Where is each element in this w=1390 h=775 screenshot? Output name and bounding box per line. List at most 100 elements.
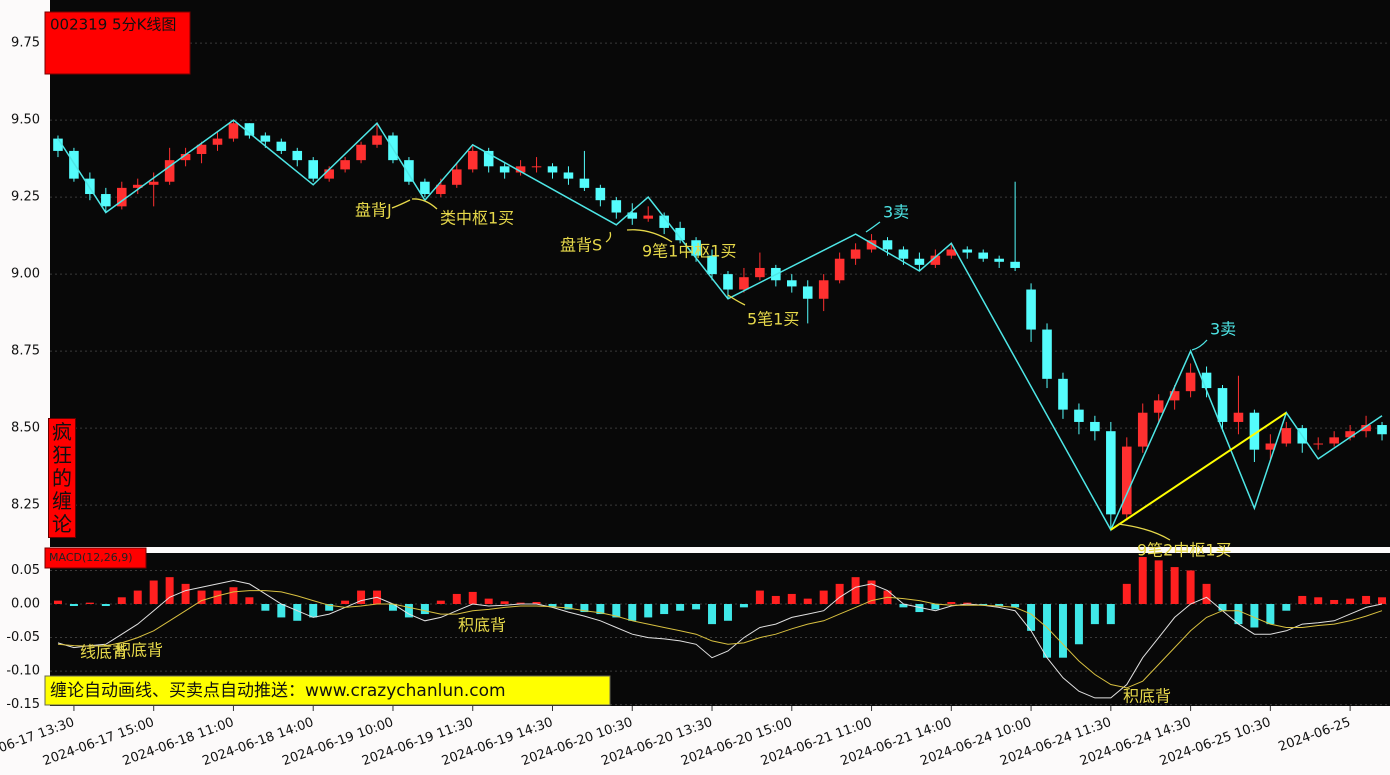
- candle-body: [1329, 437, 1339, 444]
- candle-body: [180, 153, 191, 161]
- candle-body: [196, 144, 207, 154]
- macd-bar: [325, 604, 334, 611]
- macd-bar: [1154, 560, 1163, 604]
- candle-body: [1185, 372, 1196, 392]
- candle-body: [499, 166, 510, 173]
- candle-body: [85, 178, 95, 195]
- candle-body: [659, 215, 669, 228]
- candle-body: [1074, 409, 1084, 422]
- macd-bar: [1170, 567, 1179, 604]
- y-tick-label: 9.25: [11, 190, 40, 205]
- y-tick-label: -0.15: [6, 697, 40, 712]
- macd-bar: [1378, 597, 1387, 604]
- candle-body: [1217, 388, 1228, 422]
- macd-bar: [915, 604, 924, 613]
- macd-bar: [1090, 604, 1099, 625]
- candle-body: [467, 150, 478, 170]
- candle-body: [356, 144, 366, 161]
- candle-body: [882, 240, 893, 250]
- candle-body: [1313, 443, 1323, 445]
- candle-body: [914, 258, 925, 265]
- macd-bar: [436, 600, 445, 604]
- candle-body: [1026, 289, 1036, 330]
- macd-bar: [1234, 604, 1243, 625]
- annotation: 3卖: [883, 203, 909, 222]
- candle-body: [324, 169, 334, 179]
- candle-body: [1377, 425, 1387, 435]
- candle-body: [946, 249, 957, 256]
- macd-bar: [532, 601, 541, 604]
- candle-body: [627, 212, 638, 219]
- annotation: 9笔1中枢1买: [642, 242, 737, 261]
- macd-bar: [723, 604, 732, 621]
- macd-bar: [500, 601, 509, 604]
- macd-bar: [899, 604, 908, 608]
- candle-body: [117, 187, 127, 207]
- candle-body: [787, 280, 797, 287]
- side-title: 疯狂的缠论: [48, 418, 76, 538]
- macd-bar: [388, 604, 397, 611]
- y-tick-label: 0.00: [11, 597, 40, 612]
- candle-body: [834, 258, 845, 281]
- candle-body: [579, 178, 590, 188]
- macd-bar: [516, 602, 525, 604]
- candle-body: [723, 274, 733, 290]
- macd-bar: [101, 604, 110, 607]
- macd-bar: [596, 604, 605, 615]
- macd-bar: [1362, 595, 1371, 604]
- macd-bar: [947, 601, 956, 604]
- candle-body: [69, 150, 79, 179]
- macd-bar: [692, 604, 701, 610]
- banner: 缠论自动画线、买卖点自动推送：www.crazychanlun.com: [50, 681, 506, 701]
- macd-bar: [468, 591, 477, 604]
- y-tick-label: -0.10: [6, 664, 40, 679]
- candle-body: [866, 240, 877, 250]
- candle-body: [420, 181, 430, 195]
- candle-body: [1265, 443, 1276, 450]
- candle-body: [611, 200, 622, 213]
- candle-body: [148, 181, 159, 185]
- macd-bar: [803, 598, 812, 604]
- candle-body: [292, 150, 303, 161]
- macd-bar: [1027, 604, 1036, 631]
- candle-body: [164, 160, 175, 182]
- candle-body: [563, 172, 574, 179]
- macd-bar: [676, 604, 685, 611]
- macd-bar: [644, 604, 653, 618]
- candle-body: [755, 267, 765, 278]
- candle-body: [978, 252, 988, 259]
- macd-bar: [1346, 598, 1355, 604]
- chart-title: 002319 5分K线图: [50, 16, 176, 34]
- candle-body: [547, 166, 558, 173]
- candle-body: [818, 280, 829, 299]
- macd-bar: [612, 604, 621, 618]
- candle-body: [340, 160, 350, 170]
- macd-bar: [69, 604, 78, 607]
- title-box: [44, 11, 191, 75]
- annotation-arrow: [1117, 523, 1171, 541]
- macd-bar: [1011, 604, 1020, 608]
- macd-bar: [1250, 604, 1259, 628]
- candle-body: [691, 240, 701, 256]
- candle-body: [1122, 446, 1132, 515]
- candle-body: [276, 141, 287, 151]
- macd-bar: [420, 604, 429, 615]
- candle-body: [531, 166, 542, 168]
- macd-bar: [1058, 604, 1067, 658]
- annotation-arrow: [605, 231, 612, 243]
- y-tick-label: 9.50: [11, 113, 40, 128]
- candle-body: [1153, 400, 1164, 413]
- annotation-arrow: [411, 198, 438, 210]
- candle-body: [1345, 431, 1355, 438]
- macd-bar: [1282, 604, 1291, 611]
- macd-bar: [1106, 604, 1115, 625]
- candle-body: [962, 249, 973, 253]
- annotation: 盘背J: [355, 201, 392, 220]
- macd-bar: [867, 580, 876, 604]
- macd-bar: [1074, 604, 1083, 645]
- macd-bar: [771, 595, 780, 604]
- candle-body: [1201, 372, 1212, 389]
- macd-bar: [1202, 583, 1211, 604]
- candle-body: [850, 249, 861, 259]
- macd-bar: [197, 590, 206, 604]
